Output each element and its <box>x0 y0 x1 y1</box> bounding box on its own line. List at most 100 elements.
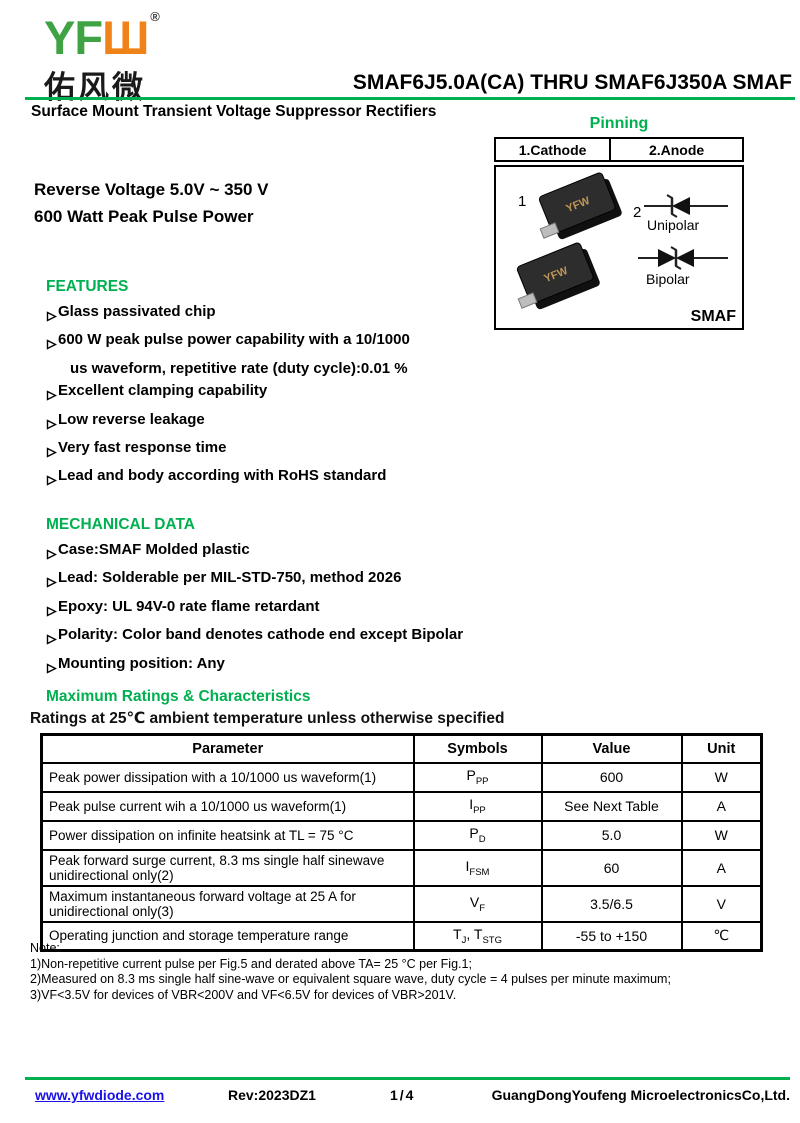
pin-cathode-cell: 1.Cathode <box>518 141 587 158</box>
feature-item-text: 600 W peak pulse power capability with a… <box>58 331 410 349</box>
feature-item: Lead and body according with RoHS standa… <box>46 465 410 493</box>
mechanical-item-text: Case:SMAF Molded plastic <box>58 541 250 558</box>
value-cell: -55 to +150 <box>540 920 683 952</box>
symbol-base: T <box>473 925 483 942</box>
value-cell: 60 <box>540 848 683 887</box>
feature-item: Glass passivated chip <box>46 301 410 329</box>
feature-item-text: Excellent clamping capability <box>58 382 268 400</box>
unit-cell: A <box>680 790 763 822</box>
feature-item-continuation: us waveform, repetitive rate (duty cycle… <box>46 358 410 380</box>
value-cell: 600 <box>540 761 683 793</box>
feature-item: Low reverse leakage <box>46 409 410 437</box>
unipolar-label: Unipolar <box>647 217 700 233</box>
arrow-bullet-icon <box>46 602 58 624</box>
arrow-bullet-icon <box>46 545 58 567</box>
feature-item-text: Low reverse leakage <box>58 410 205 428</box>
symbol-cell: VF <box>412 884 543 923</box>
unit-cell: W <box>680 819 763 851</box>
mechanical-item: Epoxy: UL 94V-0 rate flame retardant <box>46 596 463 624</box>
mechanical-item-text: Mounting position: Any <box>58 654 225 672</box>
features-section: FEATURES Glass passivated chip 600 W pea… <box>46 278 410 494</box>
feature-item-text: Glass passivated chip <box>58 303 216 320</box>
note-item: 2)Measured on 8.3 ms single half sine-wa… <box>30 972 671 986</box>
footer-divider <box>25 1077 790 1080</box>
param-cell: Peak forward surge current, 8.3 ms singl… <box>40 848 415 887</box>
symbol-cell: TJ, TSTG <box>412 920 543 952</box>
peak-power-line: 600 Watt Peak Pulse Power <box>34 207 254 226</box>
intro-block: Reverse Voltage 5.0V ~ 350 V 600 Watt Pe… <box>34 176 269 230</box>
ratings-table: Parameter Symbols Value Unit Peak power … <box>40 733 763 952</box>
bipolar-diode-symbol-icon <box>636 245 732 276</box>
symbol-base: P <box>466 767 476 784</box>
symbol-subscript: STG <box>482 934 502 946</box>
footer-page-number: 1/4 <box>390 1087 416 1103</box>
doc-subtitle: Surface Mount Transient Voltage Suppress… <box>31 103 437 120</box>
value-cell: 5.0 <box>540 819 683 851</box>
bipolar-label: Bipolar <box>646 271 690 287</box>
unit-cell: A <box>680 848 763 887</box>
footer-website-link[interactable]: www.yfwdiode.com <box>35 1087 165 1103</box>
pin-anode-cell: 2.Anode <box>609 139 742 160</box>
logo-yf-letters: YF <box>44 11 103 64</box>
table-header-row: Parameter Symbols Value Unit <box>40 733 763 764</box>
unipolar-diode-symbol-icon <box>642 193 732 224</box>
symbol-subscript: J <box>461 934 467 946</box>
footer-revision: Rev:2023DZ1 <box>228 1087 316 1103</box>
registered-trademark-icon: ® <box>150 9 160 24</box>
symbol-cell: PPP <box>412 761 543 793</box>
table-row: Peak forward surge current, 8.3 ms singl… <box>40 848 763 887</box>
mechanical-section: MECHANICAL DATA Case:SMAF Molded plastic… <box>46 516 463 681</box>
param-cell: Peak pulse current wih a 10/1000 us wave… <box>40 790 415 822</box>
value-cell: See Next Table <box>540 790 683 822</box>
package-name-label: SMAF <box>690 308 736 325</box>
arrow-bullet-icon <box>46 307 58 329</box>
mechanical-item: Polarity: Color band denotes cathode end… <box>46 624 463 652</box>
table-row: Maximum instantaneous forward voltage at… <box>40 884 763 923</box>
pinning-diagram-box: 1 2 YFW YFW <box>494 165 744 330</box>
arrow-bullet-icon <box>46 630 58 652</box>
col-header-value: Value <box>540 733 683 764</box>
footer: www.yfwdiode.com Rev:2023DZ1 1/4 GuangDo… <box>0 1087 800 1111</box>
ratings-subtitle: Ratings at 25℃ ambient temperature unles… <box>30 710 505 727</box>
arrow-bullet-icon <box>46 386 58 408</box>
note-item: 1)Non-repetitive current pulse per Fig.5… <box>30 956 472 971</box>
symbol-subscript: PP <box>473 804 486 816</box>
symbol-base: P <box>469 825 479 842</box>
mechanical-item: Case:SMAF Molded plastic <box>46 539 463 567</box>
col-header-unit: Unit <box>680 733 763 764</box>
mechanical-item: Mounting position: Any <box>46 653 463 681</box>
header-divider <box>25 97 795 100</box>
symbol-base: T <box>453 925 462 942</box>
mechanical-title: MECHANICAL DATA <box>46 516 195 533</box>
arrow-bullet-icon <box>46 659 58 681</box>
package-photo-unipolar: YFW <box>522 163 634 252</box>
mechanical-item-text: Lead: Solderable per MIL-STD-750, method… <box>58 569 402 587</box>
features-list: Glass passivated chip 600 W peak pulse p… <box>46 301 410 494</box>
table-row: Peak pulse current wih a 10/1000 us wave… <box>40 790 763 822</box>
param-cell: Operating junction and storage temperatu… <box>40 920 415 952</box>
package-photo-bipolar: YFW <box>500 233 612 322</box>
feature-item-text: us waveform, repetitive rate (duty cycle… <box>70 359 408 377</box>
value-cell: 3.5/6.5 <box>540 884 683 923</box>
symbol-base: I <box>469 796 474 813</box>
note-item: 3)VF<3.5V for devices of VBR<200V and VF… <box>30 987 457 1002</box>
pinning-title: Pinning <box>589 115 649 132</box>
logo-chinese-name: 佑风微 <box>44 70 146 105</box>
symbol-subscript: FSM <box>469 866 490 878</box>
logo-w-letter: Ш <box>102 11 149 64</box>
arrow-bullet-icon <box>46 335 58 357</box>
symbol-subscript: D <box>478 833 486 845</box>
arrow-bullet-icon <box>46 471 58 493</box>
mechanical-list: Case:SMAF Molded plastic Lead: Solderabl… <box>46 539 463 681</box>
arrow-bullet-icon <box>46 443 58 465</box>
footer-company-name: GuangDongYoufeng MicroelectronicsCo,Ltd. <box>491 1087 790 1103</box>
col-header-symbols: Symbols <box>412 733 543 764</box>
feature-item-text: Lead and body according with RoHS standa… <box>58 467 387 485</box>
mechanical-item: Lead: Solderable per MIL-STD-750, method… <box>46 567 463 595</box>
mechanical-item-text: Polarity: Color band denotes cathode end… <box>58 626 464 644</box>
reverse-voltage-line: Reverse Voltage 5.0V ~ 350 V <box>34 180 269 199</box>
feature-item: Excellent clamping capability <box>46 380 410 408</box>
symbol-subscript: F <box>479 902 486 914</box>
symbol-subscript: PP <box>475 775 489 787</box>
arrow-bullet-icon <box>46 573 58 595</box>
